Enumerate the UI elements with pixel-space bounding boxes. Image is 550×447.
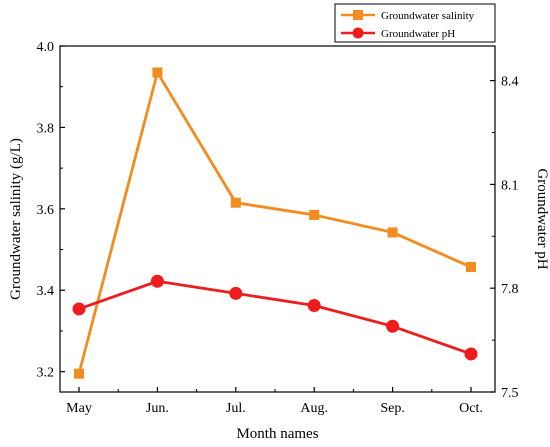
groundwater-ph-point [386,319,400,333]
groundwater-salinity-point [74,368,84,379]
left-y-axis-title: Groundwater salinity (g/L) [8,138,24,300]
x-tick-label: Oct. [459,401,483,416]
groundwater-salinity-point [309,209,320,220]
groundwater-salinity-legend-marker [353,10,363,20]
groundwater-ph-point [72,302,86,316]
groundwater-salinity-line [77,71,472,375]
x-tick-label: Aug. [300,401,328,416]
groundwater-salinity-legend-label: Groundwater salinity [381,10,475,22]
groundwater-ph-point [229,286,243,300]
x-tick-label: Jun. [146,401,169,416]
left-tick-label: 4.0 [37,40,55,55]
right-tick-label: 8.1 [501,178,519,193]
groundwater-ph-legend-label: Groundwater pH [381,28,455,40]
groundwater-ph-point [307,299,321,312]
x-tick-label: Sep. [380,401,405,416]
right-tick-label: 7.5 [501,386,519,401]
groundwater-salinity-point [152,67,163,78]
groundwater-ph-line [78,279,472,356]
groundwater-salinity-point [387,227,398,238]
x-tick-label: Jul. [226,401,246,416]
left-tick-label: 3.2 [37,366,55,381]
groundwater-ph-point [464,347,478,361]
left-tick-label: 3.8 [37,121,55,136]
left-tick-label: 3.6 [37,203,55,218]
plot-border [59,45,496,393]
left-tick-label: 3.4 [37,284,55,299]
groundwater-salinity-point [466,262,476,273]
x-axis-title: Month names [236,426,318,442]
groundwater-ph-point [150,274,164,288]
right-tick-label: 7.8 [501,282,519,297]
right-y-axis-title: Groundwater pH [534,168,550,269]
groundwater-ph-legend-marker [352,27,364,39]
x-tick-label: May [66,401,92,416]
right-tick-label: 8.4 [501,75,519,90]
groundwater-salinity-point [230,197,241,208]
